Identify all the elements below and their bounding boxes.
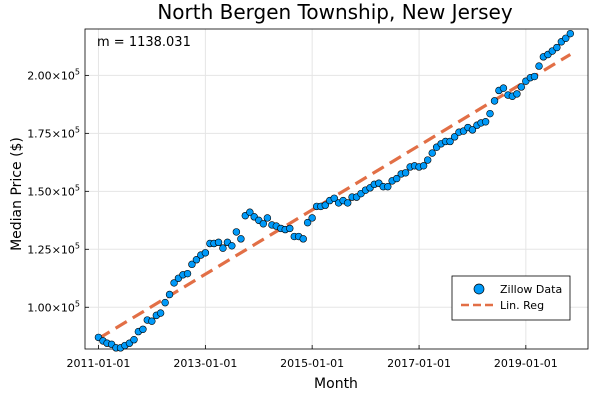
data-point xyxy=(517,83,526,91)
y-tick-exponent: 5 xyxy=(75,183,80,192)
y-tick-label: 2.00×105 xyxy=(27,67,80,82)
y-tick-base: ×10 xyxy=(52,243,75,256)
data-point xyxy=(183,269,192,278)
data-point xyxy=(321,201,330,209)
y-tick-exponent: 5 xyxy=(75,299,80,308)
data-point xyxy=(566,29,575,38)
x-tick-label: 2013-01-01 xyxy=(173,357,237,370)
legend: Zillow Data Lin. Reg xyxy=(451,275,571,321)
data-point xyxy=(308,214,316,222)
data-point xyxy=(286,224,294,233)
data-point xyxy=(428,149,436,157)
data-point xyxy=(148,317,156,325)
data-point xyxy=(490,97,499,105)
data-point xyxy=(139,325,147,333)
y-tick-mantissa: 1.25 xyxy=(27,243,52,256)
data-point xyxy=(192,256,201,264)
y-tick-base: ×10 xyxy=(52,69,75,82)
data-point xyxy=(130,336,138,344)
data-point xyxy=(384,182,392,191)
data-point xyxy=(156,309,165,317)
data-point xyxy=(263,214,272,222)
y-tick-label: 1.75×105 xyxy=(27,125,80,140)
data-point xyxy=(481,118,490,126)
plot-frame xyxy=(84,28,589,350)
data-point xyxy=(259,220,267,228)
data-point xyxy=(392,174,401,183)
y-tick-mantissa: 1.75 xyxy=(27,127,52,140)
x-tick-label: 2019-01-01 xyxy=(494,357,558,370)
x-tick-label: 2017-01-01 xyxy=(387,357,451,370)
x-tick-label: 2011-01-01 xyxy=(66,357,130,370)
legend-box xyxy=(451,275,571,321)
x-axis-label: Month xyxy=(314,376,358,392)
y-axis-label: Median Price ($) xyxy=(9,137,25,251)
data-point xyxy=(165,290,174,299)
grid xyxy=(85,29,588,349)
data-point xyxy=(219,244,227,252)
y-tick-label: 1.50×105 xyxy=(27,183,80,198)
legend-scatter-marker xyxy=(473,283,485,295)
data-point xyxy=(330,194,338,202)
slope-annotation: m = 1138.031 xyxy=(97,35,191,50)
data-point xyxy=(562,34,570,42)
data-point xyxy=(303,218,312,227)
data-point xyxy=(188,260,196,269)
legend-label-linreg: Lin. Reg xyxy=(500,299,544,312)
data-point xyxy=(201,249,210,257)
data-point xyxy=(161,298,169,307)
data-point xyxy=(553,43,561,52)
series-layer xyxy=(94,29,575,352)
data-point xyxy=(446,137,454,146)
data-point xyxy=(486,109,494,118)
y-tick-exponent: 5 xyxy=(75,125,80,134)
data-point xyxy=(343,199,352,207)
data-point xyxy=(214,238,223,247)
y-tick-exponent: 5 xyxy=(75,241,80,250)
y-tick-exponent: 5 xyxy=(75,67,80,76)
data-point xyxy=(450,133,459,141)
y-tick-mantissa: 1.50 xyxy=(27,185,52,198)
data-point xyxy=(513,90,521,98)
data-point xyxy=(299,235,307,243)
y-tick-base: ×10 xyxy=(52,127,75,140)
legend-label-zillow: Zillow Data xyxy=(500,283,562,296)
y-tick-mantissa: 2.00 xyxy=(27,69,52,82)
y-tick-label: 1.00×105 xyxy=(27,299,80,314)
data-point xyxy=(401,169,410,177)
x-tick-label: 2015-01-01 xyxy=(280,357,344,370)
data-point xyxy=(246,208,254,216)
y-tick-base: ×10 xyxy=(52,185,75,198)
regression-line xyxy=(97,53,572,340)
data-point xyxy=(499,84,508,92)
data-point xyxy=(468,126,477,134)
data-point xyxy=(170,279,178,287)
y-tick-label: 1.25×105 xyxy=(27,241,80,256)
x-axis-ticks: 2011-01-01 2013-01-01 2015-01-01 2017-01-01… xyxy=(66,345,558,370)
y-tick-base: ×10 xyxy=(52,301,75,314)
data-point xyxy=(530,72,539,81)
y-tick-mantissa: 1.00 xyxy=(27,301,52,314)
data-point xyxy=(228,242,236,250)
data-point xyxy=(535,62,543,70)
data-point xyxy=(237,235,245,243)
data-point xyxy=(419,162,428,170)
chart-title: North Bergen Township, New Jersey xyxy=(157,0,513,24)
data-point xyxy=(232,228,241,236)
data-point xyxy=(423,156,432,164)
